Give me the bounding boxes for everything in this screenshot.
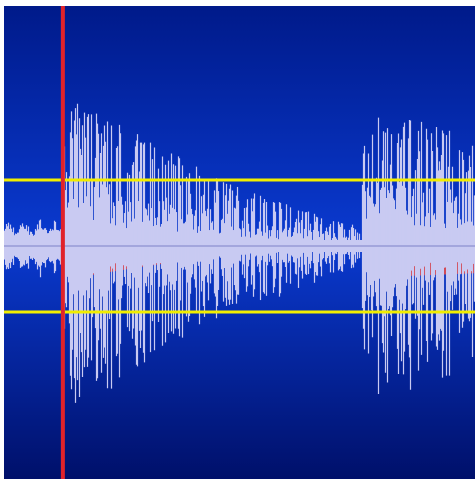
- waveform-canvas[interactable]: [4, 6, 475, 479]
